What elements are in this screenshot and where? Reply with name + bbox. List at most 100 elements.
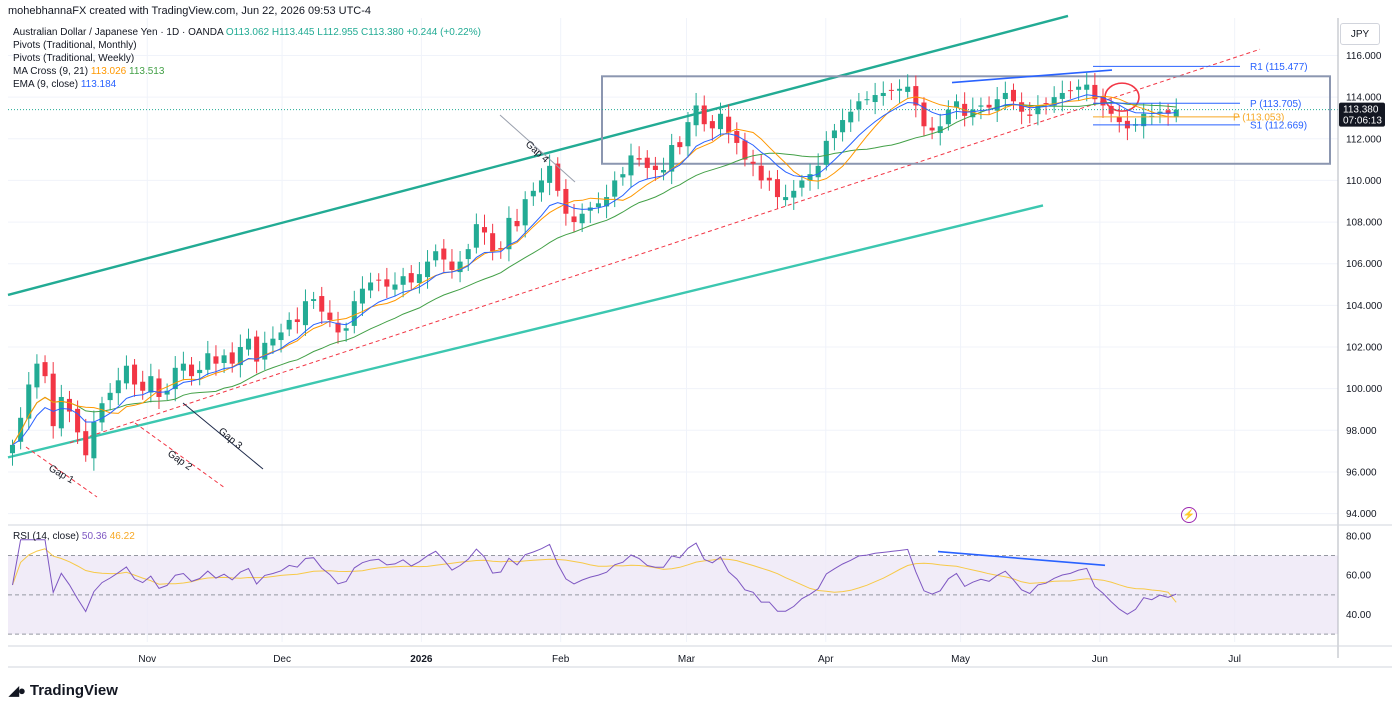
gap-arrow: [182, 402, 264, 470]
price-tick-label: 104.000: [1346, 301, 1383, 312]
candle-body: [538, 180, 544, 193]
candle-body: [897, 88, 903, 91]
price-tick-label: 96.000: [1346, 467, 1377, 478]
chart-credit: mohebhannaFX created with TradingView.co…: [8, 5, 372, 17]
resistance-line: [951, 69, 1113, 84]
currency-button[interactable]: JPY: [1340, 23, 1380, 45]
candle-body: [1059, 92, 1065, 99]
candle-body: [58, 396, 64, 429]
time-tick-label: 2026: [410, 654, 433, 665]
candle-body: [311, 299, 317, 301]
candle-body: [799, 180, 805, 188]
candle-body: [726, 116, 732, 133]
rsi-divergence-line: [937, 550, 1106, 567]
candle-body: [709, 121, 715, 129]
price-tick-label: 110.000: [1346, 176, 1382, 187]
ma-cross-label[interactable]: MA Cross (9, 21): [13, 66, 89, 77]
gap-label: Gap 1: [47, 463, 76, 486]
rsi-tick-label: 40.00: [1346, 610, 1371, 621]
candle-body: [913, 86, 919, 106]
candle-body: [18, 417, 24, 442]
candle-body: [522, 199, 528, 226]
rsi-panel: [8, 539, 1338, 635]
candle-body: [864, 99, 870, 101]
ohlc-low: L112.955: [317, 27, 359, 38]
tradingview-logo: ◢● TradingView: [9, 682, 118, 699]
candle-body: [335, 322, 341, 333]
candle-body: [294, 319, 300, 323]
time-tick-label: Apr: [818, 654, 834, 665]
candle-series[interactable]: [9, 72, 1179, 471]
candle-body: [473, 224, 479, 248]
candle-body: [278, 332, 284, 341]
candle-body: [929, 127, 935, 131]
pivot-levels: R1 (115.477) P (113.705) P (113.053)S1 (11…: [1093, 62, 1308, 131]
candle-body: [986, 104, 992, 108]
ema-label[interactable]: EMA (9, close): [13, 79, 79, 90]
flash-icon[interactable]: ⚡: [1181, 507, 1197, 523]
time-tick-label: Jun: [1092, 654, 1108, 665]
candle-body: [319, 296, 325, 312]
dashed-trendline: [69, 48, 1261, 444]
rsi-tick-label: 60.00: [1346, 571, 1371, 582]
candle-body: [66, 398, 72, 412]
candle-body: [1076, 86, 1082, 90]
candle-body: [359, 288, 365, 304]
candle-body: [433, 251, 439, 261]
candle-body: [400, 276, 406, 285]
candle-body: [498, 248, 504, 250]
candle-body: [140, 381, 146, 391]
candle-body: [1157, 111, 1163, 114]
candle-body: [1019, 102, 1025, 112]
candle-body: [416, 274, 422, 284]
candle-body: [26, 384, 32, 419]
last-price-bg: [1339, 102, 1385, 127]
candle-body: [1043, 103, 1049, 105]
candle-body: [213, 356, 219, 364]
candle-body: [91, 421, 97, 459]
candle-body: [254, 336, 260, 362]
moving-averages: [8, 94, 1338, 446]
candle-body: [286, 319, 292, 330]
pivots-monthly-label[interactable]: Pivots (Traditional, Monthly): [13, 40, 137, 51]
candle-body: [449, 261, 455, 270]
candle-body: [172, 367, 178, 390]
trend-channel: [7, 14, 1331, 459]
candle-body: [245, 338, 252, 350]
candle-body: [132, 364, 138, 385]
candle-body: [547, 165, 553, 183]
candle-body: [42, 362, 48, 377]
candle-body: [1173, 109, 1179, 117]
candle-body: [652, 165, 658, 171]
candle-body: [115, 380, 121, 394]
candle-body: [628, 155, 634, 176]
candle-body: [717, 113, 724, 130]
candle-body: [848, 111, 854, 123]
candle-body: [555, 163, 561, 191]
time-tick-label: Jul: [1228, 654, 1241, 665]
symbol-title[interactable]: Australian Dollar / Japanese Yen · 1D · …: [13, 27, 224, 38]
candle-body: [734, 131, 740, 143]
candle-body: [351, 301, 357, 326]
candle-body: [229, 352, 235, 364]
candle-body: [262, 342, 268, 360]
candle-body: [302, 301, 308, 326]
candle-body: [343, 328, 349, 331]
candle-body: [840, 120, 846, 133]
rsi-label[interactable]: RSI (14, close): [13, 531, 80, 542]
candle-body: [783, 197, 789, 201]
candle-body: [189, 364, 195, 377]
candle-body: [693, 105, 699, 126]
candle-body: [888, 89, 894, 91]
candle-body: [384, 279, 390, 287]
pivots-weekly-label[interactable]: Pivots (Traditional, Weekly): [13, 53, 135, 64]
last-price-value: 113.380: [1343, 105, 1379, 116]
candle-body: [376, 279, 382, 281]
candle-body: [644, 157, 650, 168]
candle-body: [856, 101, 862, 110]
candle-body: [34, 363, 40, 388]
candle-body: [75, 408, 81, 433]
